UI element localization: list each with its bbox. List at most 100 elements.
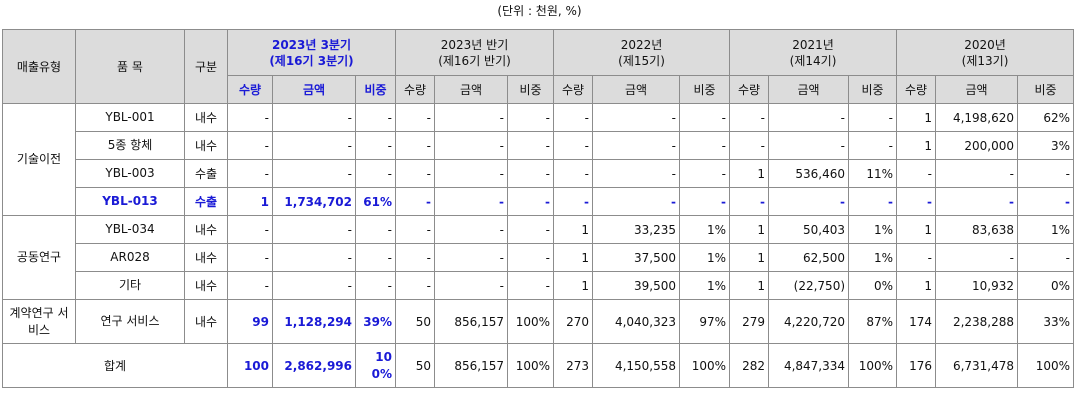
value-cell: - xyxy=(506,103,555,132)
value-cell: - xyxy=(729,131,770,160)
category-cell: 내수 xyxy=(184,131,228,160)
header-ratio: 비중 xyxy=(679,75,731,104)
value-cell: - xyxy=(553,103,594,132)
value-cell: - xyxy=(227,131,273,160)
item-cell: YBL-003 xyxy=(75,159,185,188)
value-cell: 279 xyxy=(729,299,770,344)
value-cell: 1,128,294 xyxy=(272,299,356,344)
value-cell: 1% xyxy=(1017,215,1075,244)
header-qty: 수량 xyxy=(227,75,273,104)
value-cell: - xyxy=(848,103,898,132)
header-sales-type: 매출유형 xyxy=(2,29,76,104)
value-cell: - xyxy=(679,187,731,216)
value-cell: - xyxy=(434,187,508,216)
sales-type-cell: 공동연구 xyxy=(2,215,76,300)
header-qty: 수량 xyxy=(553,75,594,104)
value-cell: 50,403 xyxy=(768,215,850,244)
value-cell: 61% xyxy=(355,187,396,216)
value-cell: - xyxy=(395,271,435,300)
header-period: 2021년 (제14기) xyxy=(729,29,898,76)
table-row: 기술이전 YBL-001 내수 - - - - - - - - - - - -1 4,198,620 62% xyxy=(2,103,1075,216)
period-fiscal: (제13기) xyxy=(961,53,1009,68)
value-cell: - xyxy=(272,103,356,132)
item-cell: 연구 서비스 xyxy=(75,299,185,344)
value-cell: - xyxy=(272,215,356,244)
item-cell: YBL-001 xyxy=(75,103,185,132)
value-cell: 37,500 xyxy=(592,243,681,272)
total-value-cell: 2,862,996 xyxy=(272,343,356,388)
value-cell: - xyxy=(395,243,435,272)
value-cell: - xyxy=(272,159,356,188)
total-value-cell: 100 xyxy=(227,343,273,388)
period-fiscal: (제16기 반기) xyxy=(438,53,511,68)
header-amount: 금액 xyxy=(434,75,508,104)
value-cell: 1% xyxy=(679,271,731,300)
header-category: 구분 xyxy=(184,29,228,104)
header-row-periods: 매출유형 품 목 구분 2023년 3분기 (제16기 3분기) 2023년 반기 (제16… xyxy=(2,29,1075,104)
value-cell: 1% xyxy=(848,243,898,272)
value-cell: 39% xyxy=(355,299,396,344)
value-cell: 1 xyxy=(896,131,937,160)
value-cell: 33,235 xyxy=(592,215,681,244)
header-item: 품 목 xyxy=(75,29,185,104)
value-cell: 10,932 xyxy=(935,271,1019,300)
value-cell: - xyxy=(395,159,435,188)
value-cell: - xyxy=(1017,243,1075,272)
value-cell: (22,750) xyxy=(768,271,850,300)
value-cell: 39,500 xyxy=(592,271,681,300)
value-cell: - xyxy=(679,131,731,160)
period-label: 2020년 xyxy=(964,37,1006,52)
category-cell: 수출 xyxy=(184,159,228,188)
total-value-cell: 4,150,558 xyxy=(592,343,681,388)
value-cell: - xyxy=(729,103,770,132)
value-cell: 50 xyxy=(395,299,435,344)
table-row: 계약연구 서비스 연구 서비스 내수 99 1,128,294 39% 50 856,157 1… xyxy=(2,299,1075,344)
category-cell: 내수 xyxy=(184,299,228,344)
header-qty: 수량 xyxy=(896,75,937,104)
value-cell: 83,638 xyxy=(935,215,1019,244)
value-cell: - xyxy=(1017,187,1075,216)
total-value-cell: 4,847,334 xyxy=(768,343,850,388)
value-cell: - xyxy=(896,243,937,272)
value-cell: - xyxy=(553,187,594,216)
value-cell: 1 xyxy=(553,243,594,272)
total-row: 합계 100 2,862,996 100% 50 856,157 100% 273 4,150,… xyxy=(2,343,1075,388)
item-cell: YBL-013 xyxy=(75,187,185,216)
value-cell: - xyxy=(227,159,273,188)
value-cell: 4,040,323 xyxy=(592,299,681,344)
header-amount: 금액 xyxy=(272,75,356,104)
value-cell: 0% xyxy=(1017,271,1075,300)
value-cell: - xyxy=(272,271,356,300)
value-cell: 1 xyxy=(896,271,937,300)
value-cell: 1% xyxy=(679,243,731,272)
value-cell: 0% xyxy=(848,271,898,300)
value-cell: - xyxy=(434,243,508,272)
unit-note: (단위 : 천원, %) xyxy=(497,4,582,18)
total-value-cell: 856,157 xyxy=(434,343,508,388)
category-cell: 수출 xyxy=(184,187,228,216)
value-cell: - xyxy=(355,243,396,272)
table-row: 기타 내수 - - - - - -1 39,500 1% 1 (22,750) 0% 1 10,932 0% xyxy=(3,271,1075,300)
header-row-columns: 수량 금액 비중 수량 금액 비중 수량 금액 비중 수량 금액 비중 수량 금액 비중 xyxy=(3,75,1075,104)
value-cell: - xyxy=(227,271,273,300)
item-cell: YBL-034 xyxy=(75,215,185,244)
value-cell: - xyxy=(272,243,356,272)
value-cell: 1 xyxy=(227,187,273,216)
value-cell: - xyxy=(227,243,273,272)
header-ratio: 비중 xyxy=(506,75,555,104)
value-cell: - xyxy=(506,215,555,244)
value-cell: - xyxy=(506,243,555,272)
total-value-cell: 50 xyxy=(395,343,435,388)
value-cell: 4,198,620 xyxy=(935,103,1019,132)
value-cell: - xyxy=(355,159,396,188)
period-fiscal: (제15기) xyxy=(618,53,665,68)
period-fiscal: (제14기) xyxy=(789,53,837,68)
value-cell: - xyxy=(434,131,508,160)
header-ratio: 비중 xyxy=(1017,75,1075,104)
value-cell: 33% xyxy=(1017,299,1075,344)
header-qty: 수량 xyxy=(395,75,435,104)
value-cell: - xyxy=(553,131,594,160)
value-cell: - xyxy=(592,187,681,216)
value-cell: 1 xyxy=(729,215,770,244)
value-cell: - xyxy=(848,131,898,160)
